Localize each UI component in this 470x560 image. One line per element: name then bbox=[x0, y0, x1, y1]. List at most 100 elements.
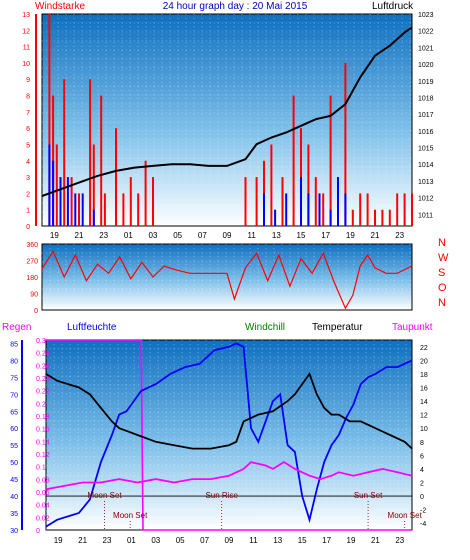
wind-tick-label: 9 bbox=[26, 77, 30, 84]
windstarke-label: Windstarke bbox=[35, 1, 85, 12]
temperature-tick-label: 16 bbox=[420, 386, 428, 393]
temperature-tick-label: 6 bbox=[420, 453, 424, 460]
x-tick-label: 17 bbox=[321, 231, 330, 240]
rain-tick-label: 0.02 bbox=[36, 515, 50, 522]
wind-tick-label: 6 bbox=[26, 126, 30, 133]
x-tick-label: 11 bbox=[249, 536, 258, 545]
rain-tick-label: 0 bbox=[36, 528, 40, 535]
x-tick-label: 21 bbox=[75, 231, 84, 240]
x-tick-label: 03 bbox=[149, 231, 158, 240]
rain-tick-label: 0.12 bbox=[36, 452, 50, 459]
wind-tick-label: 5 bbox=[26, 142, 30, 149]
rain-tick-label: 0.22 bbox=[36, 389, 50, 396]
rain-tick-label: 0.2 bbox=[36, 401, 46, 408]
temperature-tick-label: 14 bbox=[420, 399, 428, 406]
series-taupunkt bbox=[45, 461, 413, 491]
astro-label: Sun Set bbox=[354, 491, 383, 500]
legend-regen: Regen bbox=[2, 322, 31, 333]
direction-tick-label: 360 bbox=[26, 242, 38, 249]
pressure-tick-label: 1016 bbox=[418, 129, 434, 136]
x-tick-label: 09 bbox=[225, 536, 234, 545]
astro-label: Moon Set bbox=[87, 491, 122, 500]
x-tick-label: 05 bbox=[173, 231, 182, 240]
rain-tick-label: 0.14 bbox=[36, 439, 50, 446]
x-tick-label: 11 bbox=[248, 231, 257, 240]
x-tick-label: 13 bbox=[272, 231, 281, 240]
x-tick-label: 19 bbox=[346, 231, 355, 240]
wind-tick-label: 1 bbox=[26, 208, 30, 215]
wind-tick-label: 10 bbox=[22, 61, 30, 68]
pressure-tick-label: 1015 bbox=[418, 146, 434, 153]
compass-label: N bbox=[438, 297, 446, 309]
temperature-tick-label: 0 bbox=[420, 494, 424, 501]
astro-label: Moon Set bbox=[113, 511, 148, 520]
x-tick-label: 19 bbox=[50, 231, 59, 240]
temperature-tick-label: -4 bbox=[420, 521, 426, 528]
wind-tick-label: 12 bbox=[22, 28, 30, 35]
humidity-tick-label: 60 bbox=[10, 426, 18, 433]
pressure-tick-label: 1012 bbox=[418, 196, 434, 203]
temperature-tick-label: -2 bbox=[420, 508, 426, 515]
wind-direction-line bbox=[41, 250, 413, 310]
temperature-tick-label: 8 bbox=[420, 440, 424, 447]
x-tick-label: 01 bbox=[127, 536, 136, 545]
rain-tick-label: 0.08 bbox=[36, 477, 50, 484]
humidity-tick-label: 55 bbox=[10, 443, 18, 450]
x-tick-label: 19 bbox=[347, 536, 356, 545]
x-tick-label: 21 bbox=[371, 536, 380, 545]
pressure-tick-label: 1020 bbox=[418, 62, 434, 69]
temperature-tick-label: 18 bbox=[420, 372, 428, 379]
x-tick-label: 21 bbox=[371, 231, 380, 240]
series-temperatur bbox=[45, 371, 413, 450]
humidity-tick-label: 40 bbox=[10, 494, 18, 501]
wind-tick-label: 11 bbox=[23, 45, 30, 52]
x-tick-label: 23 bbox=[99, 231, 108, 240]
rain-tick-label: 0.1 bbox=[36, 465, 46, 472]
rain-tick-label: 0.26 bbox=[36, 363, 50, 370]
direction-tick-label: 0 bbox=[34, 308, 38, 315]
x-tick-label: 15 bbox=[297, 231, 306, 240]
chart-title: 24 hour graph day : 20 Mai 2015 bbox=[163, 1, 308, 12]
x-tick-label: 17 bbox=[322, 536, 331, 545]
x-tick-label: 07 bbox=[198, 231, 207, 240]
legend-windchill: Windchill bbox=[245, 322, 285, 333]
astro-label: Moon Set bbox=[388, 511, 423, 520]
wind-direction-plot bbox=[41, 243, 413, 311]
x-tick-label: 23 bbox=[395, 231, 404, 240]
temperature-tick-label: 4 bbox=[420, 467, 424, 474]
pressure-tick-label: 1011 bbox=[418, 212, 433, 219]
x-tick-label: 07 bbox=[200, 536, 209, 545]
humidity-tick-label: 70 bbox=[10, 392, 18, 399]
x-tick-label: 23 bbox=[395, 536, 404, 545]
temperature-tick-label: 10 bbox=[420, 426, 428, 433]
humidity-tick-label: 75 bbox=[10, 375, 18, 382]
wind-tick-label: 7 bbox=[26, 110, 30, 117]
pressure-tick-label: 1021 bbox=[418, 45, 434, 52]
wind-tick-label: 8 bbox=[26, 94, 30, 101]
series-luftfeuchte bbox=[45, 342, 413, 528]
wind-tick-label: 2 bbox=[26, 191, 30, 198]
legend-temperatur: Temperatur bbox=[312, 322, 363, 333]
series-regen bbox=[46, 339, 412, 531]
wind-tick-label: 13 bbox=[22, 12, 30, 19]
rain-tick-label: 0.18 bbox=[36, 414, 50, 421]
pressure-tick-label: 1018 bbox=[418, 95, 434, 102]
direction-tick-label: 180 bbox=[26, 275, 38, 282]
pressure-tick-label: 1022 bbox=[418, 29, 434, 36]
humidity-tick-label: 45 bbox=[10, 477, 18, 484]
wind-pressure-plot bbox=[41, 13, 413, 227]
wind-tick-label: 4 bbox=[26, 159, 30, 166]
humidity-tick-label: 65 bbox=[10, 409, 18, 416]
rain-tick-label: 0.3 bbox=[36, 338, 46, 345]
legend-taupunkt: Taupunkt bbox=[392, 322, 433, 333]
direction-tick-label: 90 bbox=[30, 292, 38, 299]
x-tick-label: 09 bbox=[223, 231, 232, 240]
rain-tick-label: 0.28 bbox=[36, 351, 50, 358]
x-tick-label: 23 bbox=[103, 536, 112, 545]
x-tick-label: 13 bbox=[273, 536, 282, 545]
x-tick-label: 03 bbox=[151, 536, 160, 545]
rain-tick-label: 0.06 bbox=[36, 490, 50, 497]
x-tick-label: 19 bbox=[54, 536, 63, 545]
pressure-line bbox=[41, 26, 413, 197]
